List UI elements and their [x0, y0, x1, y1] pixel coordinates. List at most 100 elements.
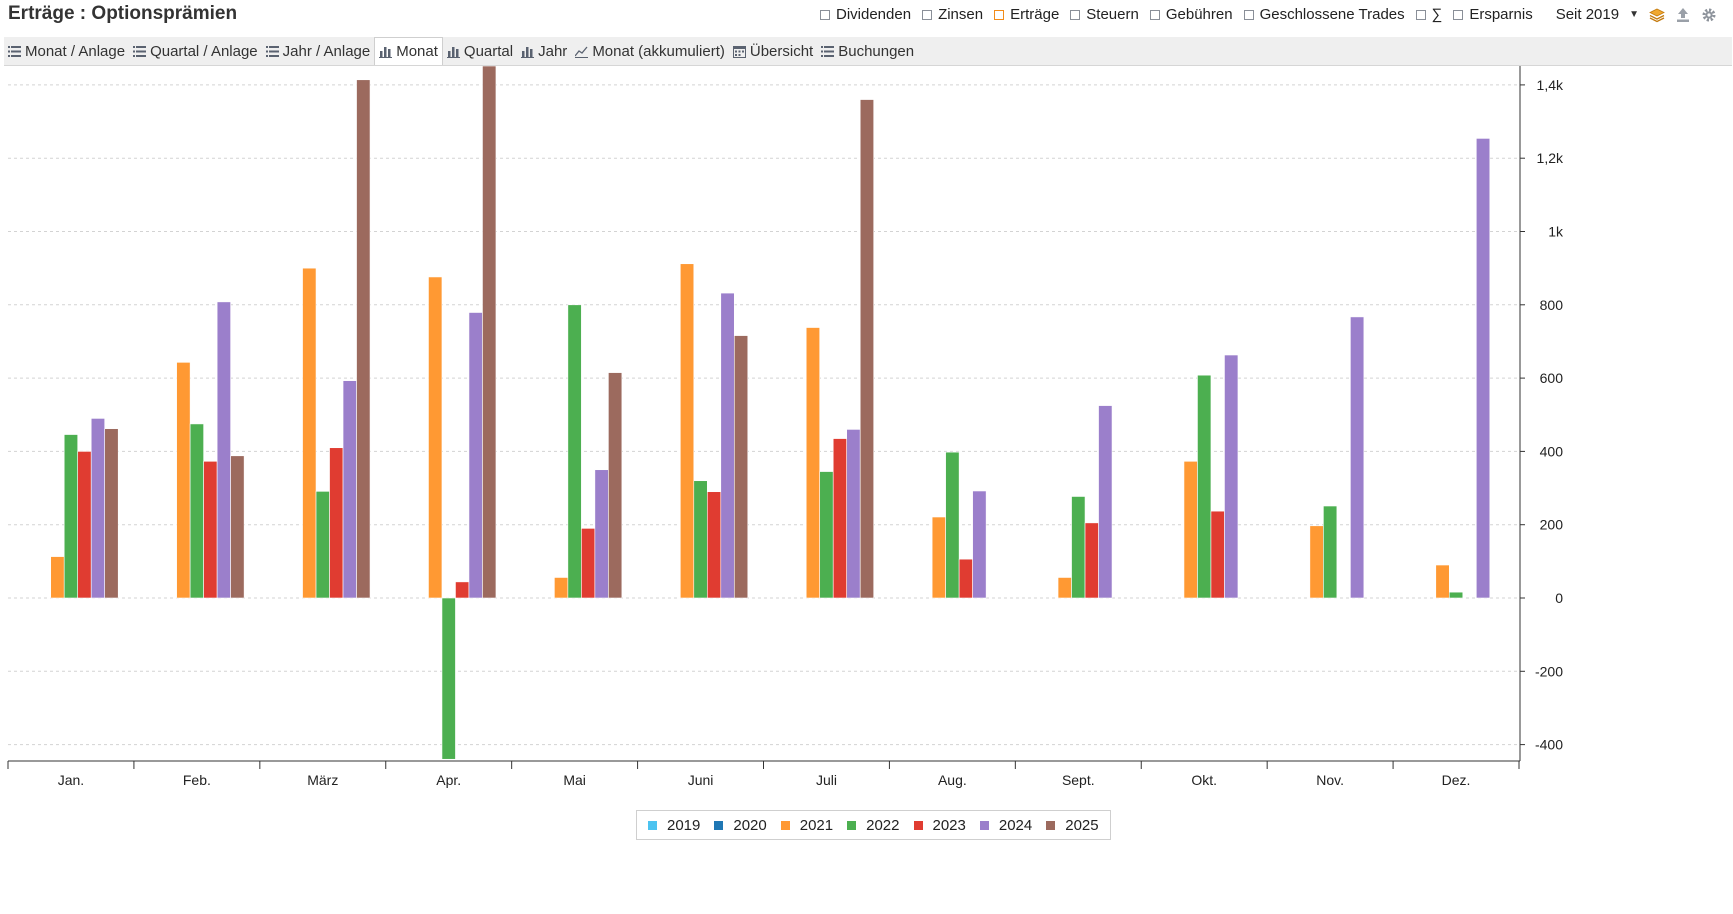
y-tick-label: 1k: [1548, 224, 1564, 240]
legend-label: 2023: [932, 816, 966, 834]
legend-swatch: [1046, 820, 1056, 830]
bar-2024-5: [720, 292, 735, 599]
chart-area: -400 -200 0 200 400 600 800 1k 1,2k 1,4k Jan. Feb. M…: [0, 66, 1733, 914]
checkbox-icon[interactable]: [1453, 9, 1464, 20]
bar-chart-icon: [521, 46, 535, 58]
list-icon: [133, 45, 147, 57]
tab-label: Jahr / Anlage: [282, 42, 371, 60]
checkbox-icon[interactable]: [1149, 9, 1160, 20]
x-tick-label: Juni: [688, 772, 714, 788]
legend-item-2021[interactable]: 2021: [780, 816, 834, 834]
filter-ertraege[interactable]: Erträge: [994, 6, 1059, 23]
bar-2021-3: [428, 276, 443, 599]
filter-steuern[interactable]: Steuern: [1070, 6, 1139, 23]
x-tick-label: Okt.: [1191, 772, 1217, 788]
tab-uebersicht[interactable]: Übersicht: [729, 38, 817, 64]
filter-zinsen[interactable]: Zinsen: [922, 6, 983, 23]
bar-2022-10: [1323, 505, 1338, 599]
filter-geschlossene-trades[interactable]: Geschlossene Trades: [1243, 6, 1405, 23]
checkbox-icon[interactable]: [1070, 9, 1081, 20]
tab-quartal-anlage[interactable]: Quartal / Anlage: [129, 38, 262, 64]
tab-label: Buchungen: [838, 42, 915, 60]
view-tabs: Monat / Anlage Quartal / Anlage Jahr / A…: [4, 37, 1732, 66]
bar-2023-7: [958, 558, 973, 599]
legend-item-2025[interactable]: 2025: [1046, 816, 1099, 834]
tab-monat[interactable]: Monat: [374, 37, 443, 65]
bar-2021-11: [1435, 564, 1450, 599]
settings-icon[interactable]: [1701, 7, 1717, 23]
filter-label: Zinsen: [938, 6, 984, 23]
tab-label: Monat: [396, 43, 438, 60]
filter-ersparnis[interactable]: Ersparnis: [1453, 6, 1533, 23]
bar-2022-4: [567, 304, 582, 599]
bar-2024-1: [216, 301, 231, 599]
bar-2023-1: [203, 460, 218, 599]
period-select[interactable]: Seit 2019 ▼: [1556, 6, 1639, 23]
bar-2025-1: [230, 455, 245, 599]
legend-swatch: [913, 820, 923, 830]
legend-swatch: [648, 820, 657, 830]
legend-label: 2020: [733, 816, 767, 834]
tab-buchungen[interactable]: Buchungen: [817, 38, 918, 64]
legend-item-2024[interactable]: 2024: [979, 816, 1033, 834]
bar-2022-3: [441, 597, 456, 760]
checkbox-icon[interactable]: [1243, 9, 1254, 20]
checkbox-icon[interactable]: [922, 9, 933, 20]
legend-label: 2022: [866, 816, 900, 834]
filter-summe[interactable]: ∑: [1415, 6, 1442, 23]
checkbox-icon[interactable]: [994, 9, 1005, 20]
bar-chart: -400 -200 0 200 400 600 800 1k 1,2k 1,4k Jan. Feb. M…: [7, 66, 1564, 788]
filter-gebuehren[interactable]: Gebühren: [1149, 6, 1233, 23]
bar-2021-2: [302, 267, 317, 599]
filter-label: Ersparnis: [1469, 6, 1533, 23]
header-bar: Erträge : Optionsprämien Dividenden Zins…: [0, 0, 1733, 36]
bar-2025-4: [608, 372, 623, 599]
checkbox-icon[interactable]: [820, 9, 830, 20]
bar-2022-9: [1197, 374, 1212, 599]
filter-bar: Dividenden Zinsen Erträge Steuern Gebühr…: [820, 6, 1717, 23]
chevron-down-icon[interactable]: ▼: [1629, 9, 1639, 20]
layers-icon[interactable]: [1649, 7, 1665, 23]
bar-2022-5: [693, 480, 708, 599]
legend-swatch: [847, 820, 857, 830]
bar-2021-0: [50, 556, 65, 599]
legend-label: 2024: [998, 816, 1033, 834]
list-icon: [265, 45, 279, 57]
filter-label: Dividenden: [836, 6, 912, 23]
filter-label: Erträge: [1010, 6, 1060, 23]
tab-quartal[interactable]: Quartal: [443, 38, 517, 64]
checkbox-icon[interactable]: [1415, 9, 1426, 20]
tab-label: Quartal / Anlage: [150, 42, 258, 60]
legend-item-2022[interactable]: 2022: [847, 816, 900, 834]
legend-item-2020[interactable]: 2020: [714, 816, 767, 834]
legend-label: 2021: [799, 816, 834, 834]
x-tick-label: Juli: [816, 772, 837, 788]
legend-item-2019[interactable]: 2019: [648, 817, 700, 834]
bar-2021-1: [176, 362, 191, 599]
filter-label: Geschlossene Trades: [1259, 6, 1405, 23]
tab-jahr[interactable]: Jahr: [517, 38, 571, 64]
legend-swatch: [979, 820, 989, 830]
x-tick-label: Dez.: [1442, 772, 1471, 788]
tab-label: Quartal: [463, 42, 514, 60]
filter-label: Steuern: [1086, 6, 1139, 23]
tab-monat-anlage[interactable]: Monat / Anlage: [4, 38, 129, 64]
tab-jahr-anlage[interactable]: Jahr / Anlage: [262, 38, 375, 64]
legend-item-2023[interactable]: 2023: [913, 816, 966, 834]
bar-2024-11: [1475, 138, 1491, 599]
filter-dividenden[interactable]: Dividenden: [820, 6, 911, 23]
bar-2024-0: [90, 418, 106, 599]
tab-monat-akkumuliert[interactable]: Monat (akkumuliert): [571, 38, 729, 64]
bar-2022-8: [1071, 496, 1086, 599]
chart-legend: 2019 2020 2021 2022 2023 2024 2025: [636, 810, 1111, 840]
list-icon: [8, 45, 21, 57]
bar-2025-0: [104, 428, 119, 599]
export-icon[interactable]: [1675, 7, 1691, 23]
bar-2022-11: [1448, 591, 1464, 599]
x-tick-label: Aug.: [938, 772, 967, 788]
bar-2023-3: [455, 581, 470, 599]
x-tick-label: März: [307, 772, 338, 788]
bar-2021-5: [679, 263, 695, 599]
tab-label: Jahr: [538, 42, 568, 60]
legend-label: 2025: [1065, 816, 1099, 834]
